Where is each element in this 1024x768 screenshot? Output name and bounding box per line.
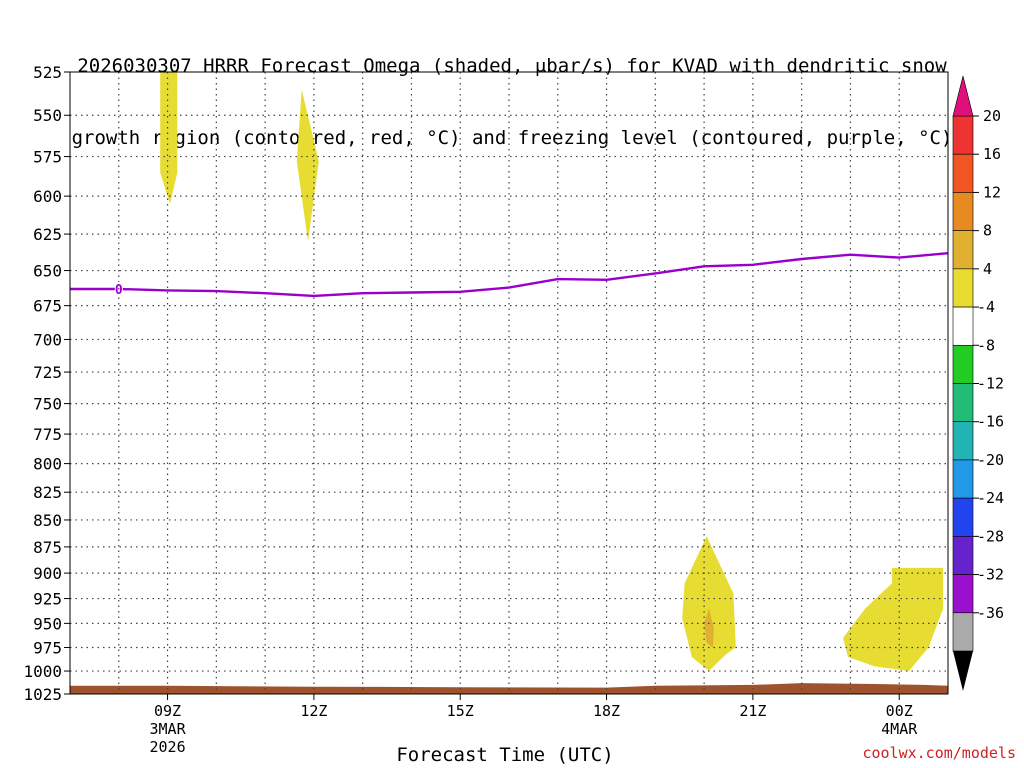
colorbar-label-12: 12 [983,183,1001,201]
colorbar-bin--16--12 [952,421,974,461]
y-tick-label-950: 950 [33,614,62,633]
colorbar-label--12: -12 [977,375,1004,393]
colorbar-bin-0-4 [952,268,974,308]
colorbar-bin--32--28 [952,574,974,614]
x-tick-label-18Z: 18Z [593,702,620,720]
omega-region-19z-lower [682,536,736,671]
freezing-level-line [70,252,948,298]
colorbar-label--36: -36 [977,604,1004,622]
x-tick-year-2026: 2026 [149,738,185,756]
y-tick-label-525: 525 [33,63,62,82]
colorbar-top-arrow [952,75,974,117]
y-tick-label-975: 975 [33,639,62,658]
y-tick-label-625: 625 [33,225,62,244]
x-axis-label: Forecast Time (UTC) [396,744,614,766]
colorbar-label--20: -20 [977,451,1004,469]
plot-frame [69,71,949,695]
colorbar-bin-12-16 [952,153,974,193]
y-tick-label-925: 925 [33,590,62,609]
colorbar-bin--36--32 [952,612,974,652]
omega-shading-layer [160,72,944,671]
colorbar-label--4: -4 [977,298,995,316]
y-tick-label-800: 800 [33,455,62,474]
y-tick-label-775: 775 [33,425,62,444]
x-tick-label-00Z: 00Z [886,702,913,720]
freezing-level-label: 0 [115,283,123,298]
y-tick-label-1025: 1025 [23,685,62,704]
colorbar-bin--28--24 [952,536,974,575]
omega-region-19z-core [704,608,714,648]
y-tick-label-725: 725 [33,363,62,382]
colorbar-bin--24--20 [952,497,974,537]
y-tick-label-875: 875 [33,538,62,557]
y-tick-label-850: 850 [33,511,62,530]
y-tick-label-825: 825 [33,483,62,502]
omega-region-13z-upper [296,89,319,242]
freezing-level-label-bg [114,281,123,296]
colorbar-bin-4-8 [952,230,974,270]
colorbar-label--32: -32 [977,566,1004,584]
x-tick-label-15Z: 15Z [447,702,474,720]
colorbar-bin--12--8 [952,383,974,423]
contour-layer: 0 [70,252,948,298]
x-tick-date-4MAR: 4MAR [881,720,918,738]
omega-region-00z-lower [843,567,944,671]
grid-layer [70,72,948,694]
colorbar-bin--8--4 [952,344,974,384]
y-tick-label-575: 575 [33,148,62,167]
y-tick-label-600: 600 [33,187,62,206]
x-tick-label-09Z: 09Z [154,702,181,720]
y-tick-label-1000: 1000 [23,662,62,681]
y-tick-label-550: 550 [33,106,62,125]
colorbar-label--28: -28 [977,527,1004,545]
colorbar-label--16: -16 [977,413,1004,431]
colorbar-label-20: 20 [983,107,1001,125]
x-tick-label-12Z: 12Z [300,702,327,720]
y-tick-label-650: 650 [33,262,62,281]
colorbar-label-8: 8 [983,222,992,240]
colorbar-bin--4-0 [952,306,974,346]
y-tick-label-900: 900 [33,564,62,583]
title-line-2: growth region (contoured, red, °C) and f… [71,127,953,149]
colorbar-bin-8-12 [952,192,974,231]
colorbar-label-4: 4 [983,260,992,278]
y-tick-label-750: 750 [33,395,62,414]
y-tick-label-675: 675 [33,297,62,316]
colorbar: 20 16 12 8 4 -4 -8 -12 -16 -20 -24 -28 -32 -36 [952,75,1004,691]
colorbar-bin-16-20 [952,115,974,155]
colorbar-bottom-arrow [953,651,973,691]
x-tick-date-3MAR: 3MAR [149,720,186,738]
y-tick-label-700: 700 [33,330,62,349]
colorbar-label-16: 16 [983,145,1001,163]
credit-text: coolwx.com/models [862,744,1016,762]
colorbar-label--24: -24 [977,489,1004,507]
axes-layer: 525 550 575 600 625 650 675 700 725 750 775 800 825 8… [23,63,949,756]
omega-region-09z-upper [160,72,178,204]
colorbar-bin--20--16 [952,459,974,499]
colorbar-label--8: -8 [977,336,995,354]
x-tick-label-21Z: 21Z [739,702,766,720]
